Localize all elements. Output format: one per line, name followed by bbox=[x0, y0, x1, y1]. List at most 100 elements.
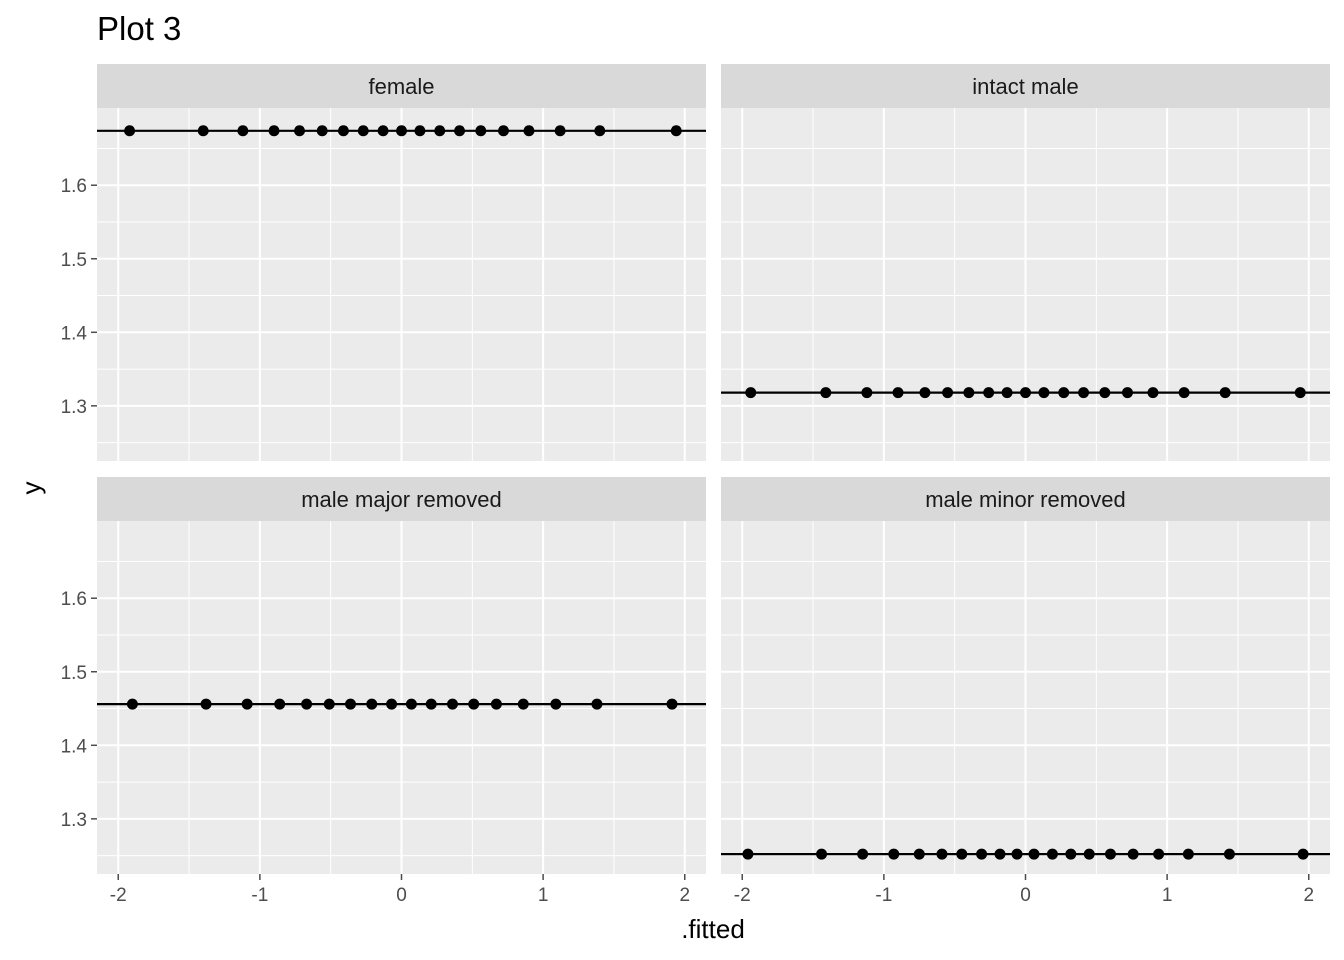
y-tick-label: 1.5 bbox=[61, 663, 87, 684]
data-point bbox=[1178, 387, 1190, 399]
data-point bbox=[1297, 848, 1309, 860]
data-point bbox=[1219, 387, 1231, 399]
data-point bbox=[554, 125, 566, 137]
data-point bbox=[454, 125, 466, 137]
x-tick-label: 1 bbox=[538, 885, 549, 906]
data-point bbox=[337, 125, 349, 137]
x-axis-title: .fitted bbox=[681, 914, 745, 944]
facet-strip bbox=[97, 64, 706, 108]
x-tick-label: -1 bbox=[251, 885, 268, 906]
y-tick-label: 1.3 bbox=[61, 397, 87, 418]
x-tick-label: -2 bbox=[110, 885, 127, 906]
data-point bbox=[414, 125, 426, 137]
data-point bbox=[1020, 387, 1031, 399]
data-point bbox=[425, 698, 437, 710]
data-point bbox=[956, 848, 968, 860]
facet-strip bbox=[721, 477, 1330, 521]
data-point bbox=[1001, 387, 1013, 399]
data-point bbox=[591, 698, 603, 710]
facet-strip-label: male major removed bbox=[301, 487, 502, 512]
x-tick-label: -2 bbox=[734, 885, 751, 906]
data-point bbox=[857, 848, 869, 860]
data-point bbox=[1078, 387, 1090, 399]
data-point bbox=[357, 125, 369, 137]
data-point bbox=[377, 125, 389, 137]
data-point bbox=[1011, 848, 1023, 860]
data-point bbox=[594, 125, 606, 137]
data-point bbox=[963, 387, 975, 399]
data-point bbox=[892, 387, 904, 399]
y-tick-label: 1.4 bbox=[61, 736, 88, 757]
data-point bbox=[1223, 848, 1235, 860]
data-point bbox=[274, 698, 286, 710]
data-point bbox=[294, 125, 306, 137]
data-point bbox=[742, 848, 754, 860]
data-point bbox=[1099, 387, 1111, 399]
data-point bbox=[983, 387, 995, 399]
data-point bbox=[1153, 848, 1165, 860]
data-point bbox=[497, 125, 509, 137]
data-point bbox=[490, 698, 502, 710]
data-point bbox=[126, 698, 138, 710]
x-tick-label: 0 bbox=[1020, 885, 1031, 906]
data-point bbox=[197, 125, 209, 137]
data-point bbox=[1065, 848, 1077, 860]
data-point bbox=[919, 387, 931, 399]
data-point bbox=[475, 125, 487, 137]
y-tick-label: 1.3 bbox=[61, 810, 87, 831]
y-tick-label: 1.6 bbox=[61, 176, 87, 197]
data-point bbox=[942, 387, 954, 399]
facet-panel-male-minor-removed: male minor removed -2 -1 0 1 2 bbox=[721, 477, 1330, 906]
data-point bbox=[550, 698, 562, 710]
data-point bbox=[200, 698, 212, 710]
data-point bbox=[976, 848, 988, 860]
data-point bbox=[434, 125, 446, 137]
data-point bbox=[994, 848, 1006, 860]
data-point bbox=[1127, 848, 1139, 860]
y-tick-label: 1.6 bbox=[61, 589, 87, 610]
data-point bbox=[1294, 387, 1306, 399]
data-point bbox=[345, 698, 357, 710]
data-point bbox=[517, 698, 529, 710]
facet-strip-label: female bbox=[368, 74, 434, 99]
data-point bbox=[301, 698, 313, 710]
data-point bbox=[1028, 848, 1040, 860]
x-tick-label: -1 bbox=[875, 885, 892, 906]
x-tick-label: 2 bbox=[679, 885, 690, 906]
data-point bbox=[124, 125, 136, 137]
data-point bbox=[1147, 387, 1159, 399]
data-point bbox=[1182, 848, 1194, 860]
data-point bbox=[523, 125, 535, 137]
data-point bbox=[888, 848, 900, 860]
data-point bbox=[316, 125, 328, 137]
facet-panel-intact-male: intact male bbox=[721, 64, 1330, 461]
facet-panel-female: female 1.3 1.4 1.5 1.6 bbox=[61, 64, 706, 461]
facet-strip bbox=[721, 64, 1330, 108]
y-tick-label: 1.4 bbox=[61, 323, 88, 344]
data-point bbox=[745, 387, 757, 399]
data-point bbox=[268, 125, 280, 137]
data-point bbox=[446, 698, 458, 710]
data-point bbox=[1121, 387, 1133, 399]
data-point bbox=[913, 848, 925, 860]
facet-panels: female 1.3 1.4 1.5 1.6 intact male male major … bbox=[61, 64, 1330, 906]
facet-strip bbox=[97, 477, 706, 521]
data-point bbox=[820, 387, 832, 399]
data-point bbox=[405, 698, 417, 710]
data-point bbox=[468, 698, 480, 710]
data-point bbox=[1058, 387, 1070, 399]
data-point bbox=[1083, 848, 1095, 860]
facet-strip-label: male minor removed bbox=[925, 487, 1126, 512]
data-point bbox=[386, 698, 398, 710]
data-point bbox=[670, 125, 682, 137]
data-point bbox=[1104, 848, 1116, 860]
facet-strip-label: intact male bbox=[972, 74, 1078, 99]
data-point bbox=[237, 125, 249, 137]
chart-title: Plot 3 bbox=[97, 10, 181, 47]
data-point bbox=[936, 848, 948, 860]
x-tick-label: 1 bbox=[1162, 885, 1173, 906]
data-point bbox=[323, 698, 335, 710]
x-tick-label: 0 bbox=[396, 885, 407, 906]
data-point bbox=[241, 698, 253, 710]
